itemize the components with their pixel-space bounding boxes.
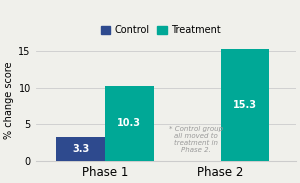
Bar	[220, 49, 269, 161]
Legend: Control, Treatment: Control, Treatment	[97, 21, 224, 39]
Bar	[56, 137, 105, 161]
Text: 15.3: 15.3	[233, 100, 257, 110]
Bar	[105, 86, 154, 161]
Text: * Control group
all moved to
treatment in
Phase 2.: * Control group all moved to treatment i…	[169, 126, 224, 153]
Text: 3.3: 3.3	[72, 144, 89, 154]
Text: 10.3: 10.3	[117, 118, 141, 128]
Y-axis label: % change score: % change score	[4, 62, 14, 139]
